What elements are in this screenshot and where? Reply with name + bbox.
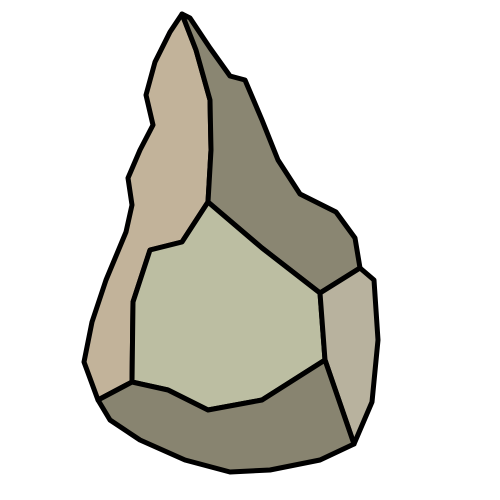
stone-facet-bottom (95, 357, 357, 475)
stone-facet-upper-right (179, 11, 363, 296)
